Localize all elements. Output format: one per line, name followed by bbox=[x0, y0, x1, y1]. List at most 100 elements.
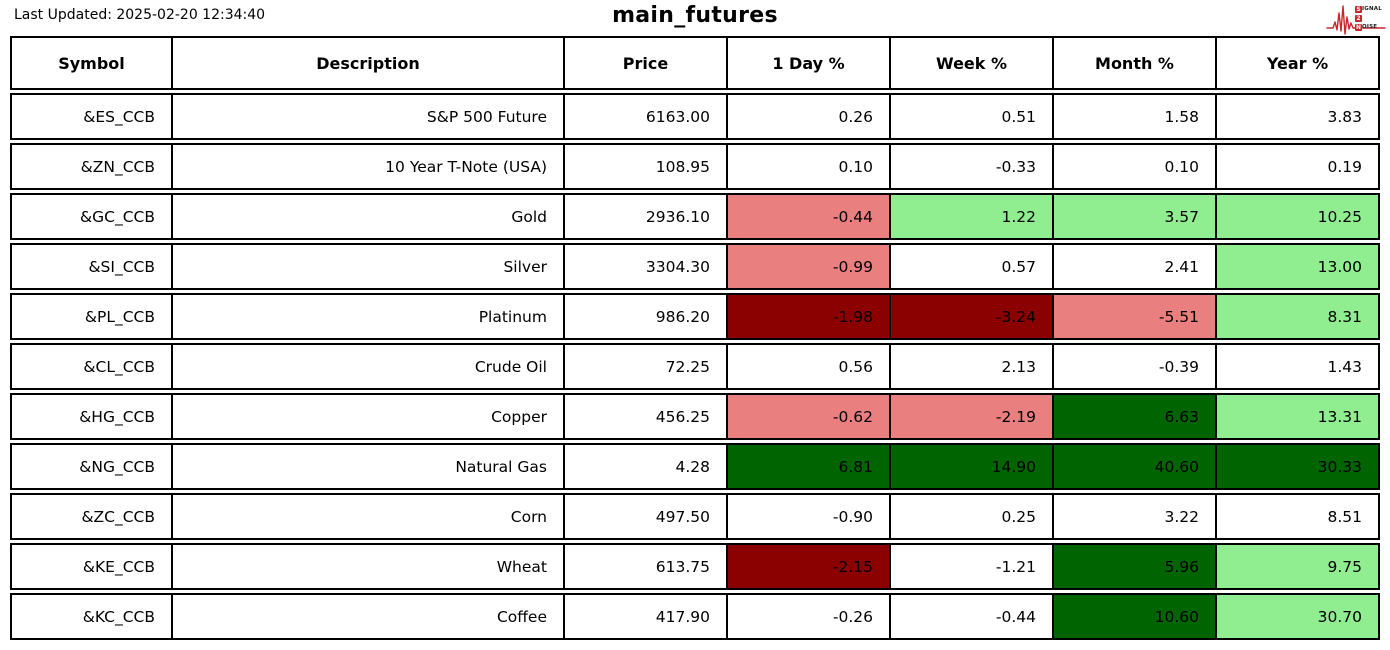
symbol-cell: &CL_CCB bbox=[10, 343, 173, 390]
day-pct-cell: -0.26 bbox=[728, 593, 891, 640]
day-pct-cell: 6.81 bbox=[728, 443, 891, 490]
symbol-cell: &ZN_CCB bbox=[10, 143, 173, 190]
symbol-cell: &PL_CCB bbox=[10, 293, 173, 340]
last-updated-text: Last Updated: 2025-02-20 12:34:40 bbox=[14, 7, 266, 23]
table-body: &ES_CCB S&P 500 Future 6163.00 0.26 0.51 1.58… bbox=[10, 93, 1380, 640]
symbol-cell: &ES_CCB bbox=[10, 93, 173, 140]
symbol-cell: &ZC_CCB bbox=[10, 493, 173, 540]
week-pct-cell: -2.19 bbox=[891, 393, 1054, 440]
week-pct-cell: 0.51 bbox=[891, 93, 1054, 140]
day-pct-cell: -0.62 bbox=[728, 393, 891, 440]
year-pct-cell: 1.43 bbox=[1217, 343, 1380, 390]
description-cell: Copper bbox=[173, 393, 565, 440]
description-cell: Wheat bbox=[173, 543, 565, 590]
week-pct-cell: -0.33 bbox=[891, 143, 1054, 190]
table-row: &KE_CCB Wheat 613.75 -2.15 -1.21 5.96 9.75 bbox=[10, 543, 1380, 590]
day-pct-cell: 0.56 bbox=[728, 343, 891, 390]
month-pct-cell: 6.63 bbox=[1054, 393, 1217, 440]
col-header-description: Description bbox=[173, 36, 565, 90]
page-title: main_futures bbox=[612, 3, 778, 28]
logo-wordmark: SIGNAL 2 NOISE bbox=[1355, 4, 1382, 31]
description-cell: Corn bbox=[173, 493, 565, 540]
col-header-symbol: Symbol bbox=[10, 36, 173, 90]
month-pct-cell: 1.58 bbox=[1054, 93, 1217, 140]
table-row: &PL_CCB Platinum 986.20 -1.98 -3.24 -5.51 8.31 bbox=[10, 293, 1380, 340]
description-cell: Silver bbox=[173, 243, 565, 290]
logo-text-oise: OISE bbox=[1362, 24, 1378, 30]
table-row: &GC_CCB Gold 2936.10 -0.44 1.22 3.57 10.25 bbox=[10, 193, 1380, 240]
month-pct-cell: -5.51 bbox=[1054, 293, 1217, 340]
price-cell: 6163.00 bbox=[565, 93, 728, 140]
logo-letterbox-n: N bbox=[1355, 24, 1362, 31]
month-pct-cell: 3.57 bbox=[1054, 193, 1217, 240]
month-pct-cell: -0.39 bbox=[1054, 343, 1217, 390]
price-cell: 72.25 bbox=[565, 343, 728, 390]
month-pct-cell: 3.22 bbox=[1054, 493, 1217, 540]
price-cell: 108.95 bbox=[565, 143, 728, 190]
week-pct-cell: 14.90 bbox=[891, 443, 1054, 490]
week-pct-cell: 0.25 bbox=[891, 493, 1054, 540]
description-cell: Gold bbox=[173, 193, 565, 240]
price-cell: 417.90 bbox=[565, 593, 728, 640]
logo-letterbox-s: S bbox=[1355, 6, 1362, 13]
symbol-cell: &KE_CCB bbox=[10, 543, 173, 590]
symbol-cell: &NG_CCB bbox=[10, 443, 173, 490]
price-cell: 2936.10 bbox=[565, 193, 728, 240]
month-pct-cell: 2.41 bbox=[1054, 243, 1217, 290]
year-pct-cell: 13.31 bbox=[1217, 393, 1380, 440]
price-cell: 613.75 bbox=[565, 543, 728, 590]
description-cell: Natural Gas bbox=[173, 443, 565, 490]
ecg-waveform-icon bbox=[1326, 5, 1386, 35]
week-pct-cell: -1.21 bbox=[891, 543, 1054, 590]
day-pct-cell: -0.99 bbox=[728, 243, 891, 290]
week-pct-cell: 1.22 bbox=[891, 193, 1054, 240]
col-header-year-pct: Year % bbox=[1217, 36, 1380, 90]
header-row: Symbol Description Price 1 Day % Week % … bbox=[10, 36, 1380, 90]
symbol-cell: &KC_CCB bbox=[10, 593, 173, 640]
day-pct-cell: -2.15 bbox=[728, 543, 891, 590]
futures-table: Symbol Description Price 1 Day % Week % … bbox=[10, 33, 1380, 643]
day-pct-cell: 0.26 bbox=[728, 93, 891, 140]
symbol-cell: &HG_CCB bbox=[10, 393, 173, 440]
price-cell: 4.28 bbox=[565, 443, 728, 490]
day-pct-cell: -0.44 bbox=[728, 193, 891, 240]
col-header-price: Price bbox=[565, 36, 728, 90]
price-cell: 986.20 bbox=[565, 293, 728, 340]
logo-letterbox-2: 2 bbox=[1355, 15, 1362, 22]
signal2noise-logo: SIGNAL 2 NOISE bbox=[1326, 2, 1388, 36]
price-cell: 3304.30 bbox=[565, 243, 728, 290]
table-row: &NG_CCB Natural Gas 4.28 6.81 14.90 40.60 30.3… bbox=[10, 443, 1380, 490]
col-header-week-pct: Week % bbox=[891, 36, 1054, 90]
description-cell: Coffee bbox=[173, 593, 565, 640]
table-row: &ZC_CCB Corn 497.50 -0.90 0.25 3.22 8.51 bbox=[10, 493, 1380, 540]
week-pct-cell: 0.57 bbox=[891, 243, 1054, 290]
table-row: &HG_CCB Copper 456.25 -0.62 -2.19 6.63 13.31 bbox=[10, 393, 1380, 440]
year-pct-cell: 10.25 bbox=[1217, 193, 1380, 240]
month-pct-cell: 10.60 bbox=[1054, 593, 1217, 640]
logo-line-signal: SIGNAL bbox=[1355, 4, 1382, 13]
year-pct-cell: 13.00 bbox=[1217, 243, 1380, 290]
description-cell: Crude Oil bbox=[173, 343, 565, 390]
description-cell: 10 Year T-Note (USA) bbox=[173, 143, 565, 190]
year-pct-cell: 9.75 bbox=[1217, 543, 1380, 590]
description-cell: Platinum bbox=[173, 293, 565, 340]
col-header-day-pct: 1 Day % bbox=[728, 36, 891, 90]
week-pct-cell: -3.24 bbox=[891, 293, 1054, 340]
year-pct-cell: 3.83 bbox=[1217, 93, 1380, 140]
price-cell: 497.50 bbox=[565, 493, 728, 540]
table-row: &ES_CCB S&P 500 Future 6163.00 0.26 0.51 1.58… bbox=[10, 93, 1380, 140]
table-row: &KC_CCB Coffee 417.90 -0.26 -0.44 10.60 30.70 bbox=[10, 593, 1380, 640]
symbol-cell: &GC_CCB bbox=[10, 193, 173, 240]
month-pct-cell: 5.96 bbox=[1054, 543, 1217, 590]
week-pct-cell: 2.13 bbox=[891, 343, 1054, 390]
table-row: &ZN_CCB 10 Year T-Note (USA) 108.95 0.10 -0.… bbox=[10, 143, 1380, 190]
year-pct-cell: 30.33 bbox=[1217, 443, 1380, 490]
symbol-cell: &SI_CCB bbox=[10, 243, 173, 290]
year-pct-cell: 8.31 bbox=[1217, 293, 1380, 340]
logo-text-ignal: IGNAL bbox=[1362, 6, 1382, 12]
year-pct-cell: 30.70 bbox=[1217, 593, 1380, 640]
year-pct-cell: 0.19 bbox=[1217, 143, 1380, 190]
month-pct-cell: 0.10 bbox=[1054, 143, 1217, 190]
logo-line-noise: NOISE bbox=[1355, 22, 1382, 31]
year-pct-cell: 8.51 bbox=[1217, 493, 1380, 540]
